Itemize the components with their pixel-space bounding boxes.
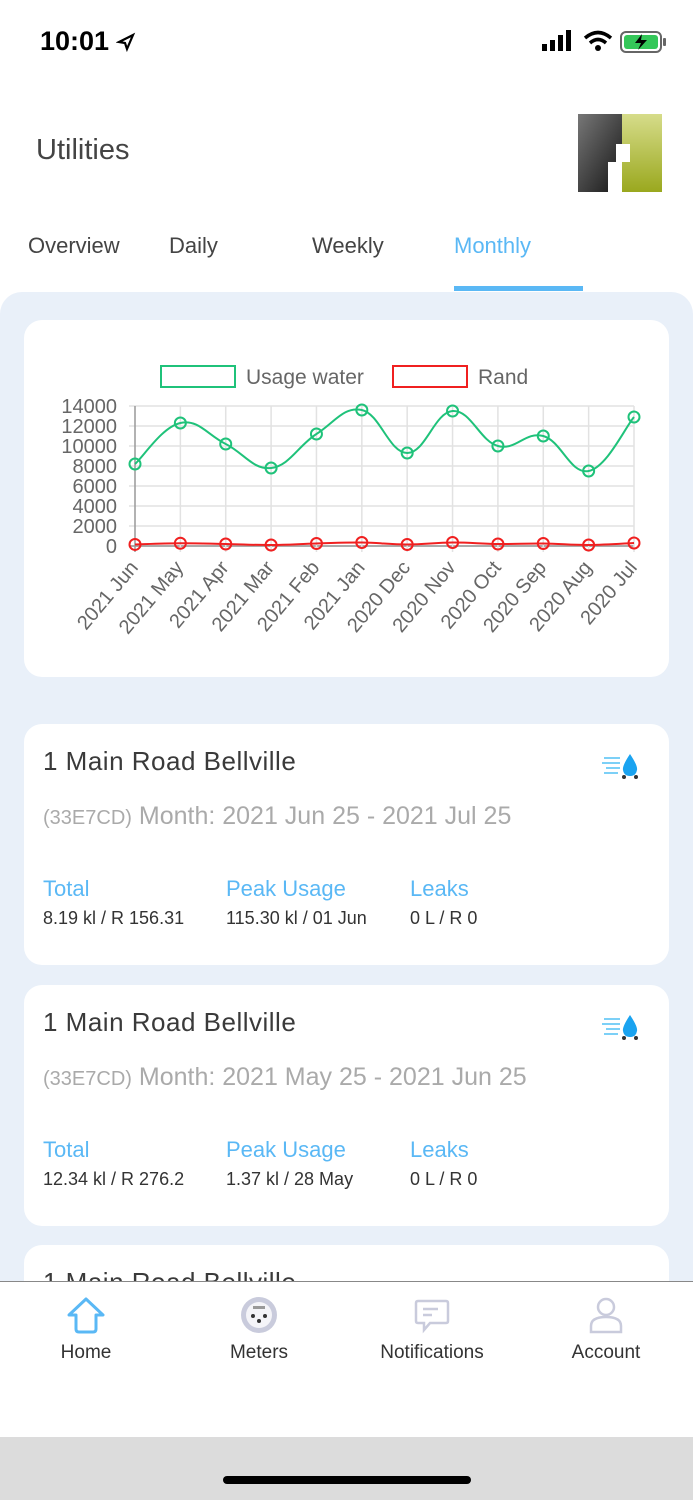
- peak-label: Peak Usage: [226, 1137, 346, 1162]
- home-indicator[interactable]: [223, 1476, 471, 1484]
- data-point: [309, 537, 323, 550]
- bottom-nav: Home Meters Notifications Account: [0, 1281, 693, 1437]
- legend-swatch: [392, 365, 468, 388]
- meter-icon: [241, 1297, 277, 1333]
- y-tick-label: 14000: [61, 396, 117, 418]
- peak-value: 115.30 kl / 01 Jun: [226, 908, 367, 928]
- period-text: Month: 2021 Jun 25 - 2021 Jul 25: [138, 802, 512, 830]
- data-point: [128, 457, 142, 471]
- nav-label: Account: [571, 1342, 641, 1363]
- y-tick-label: 8000: [73, 456, 118, 478]
- data-point: [446, 536, 460, 549]
- legend-label: Rand: [478, 366, 528, 389]
- total-label: Total: [43, 1137, 90, 1162]
- series-line-1: [134, 541, 635, 547]
- card-address: 1 Main Road Bellville: [43, 1007, 297, 1037]
- location-arrow-icon: [116, 32, 136, 52]
- total-value: 12.34 kl / R 276.2: [43, 1169, 185, 1189]
- data-point: [536, 537, 550, 550]
- month-card[interactable]: 1 Main Road Bellville (33E7CD) Month: 20…: [24, 985, 669, 1226]
- data-point: [173, 536, 187, 550]
- nav-label: Notifications: [380, 1342, 484, 1363]
- signal-icon: [542, 30, 571, 51]
- data-point: [309, 427, 323, 441]
- card-period: (33E7CD) Month: 2021 May 25 - 2021 Jun 2…: [43, 1063, 527, 1092]
- card-period: (33E7CD) Month: 2021 Jun 25 - 2021 Jul 2…: [43, 802, 511, 831]
- data-point: [491, 439, 505, 453]
- content-area[interactable]: 0 2000 4000 6000 8000 10000 12000 14000 2021 Jun…: [0, 292, 693, 1282]
- total-label: Total: [43, 876, 90, 901]
- y-tick-label: 10000: [61, 436, 117, 458]
- period-text: Month: 2021 May 25 - 2021 Jun 25: [138, 1063, 527, 1091]
- battery-charging-icon: [620, 31, 666, 53]
- chart-card: 0 2000 4000 6000 8000 10000 12000 14000 2021 Jun…: [24, 320, 669, 677]
- data-point: [128, 537, 142, 551]
- home-indicator-area: [0, 1437, 693, 1500]
- page-title: Utilities: [36, 134, 130, 166]
- leaks-value: 0 L / R 0: [410, 908, 478, 928]
- data-point: [536, 429, 550, 443]
- data-point: [355, 536, 369, 549]
- peak-value: 1.37 kl / 28 May: [226, 1169, 354, 1189]
- data-point: [627, 410, 641, 424]
- data-point: [264, 538, 278, 552]
- tab-overview[interactable]: Overview: [28, 233, 120, 258]
- legend-swatch: [160, 365, 236, 388]
- tab-daily[interactable]: Daily: [169, 233, 218, 258]
- data-point: [355, 403, 369, 417]
- peak-label: Peak Usage: [226, 876, 346, 901]
- water-meter-icon: [602, 1015, 638, 1040]
- chat-icon: [414, 1299, 450, 1334]
- leaks-value: 0 L / R 0: [410, 1169, 478, 1189]
- data-point: [400, 538, 414, 551]
- series-line-0: [134, 408, 635, 473]
- y-tick-label: 6000: [73, 476, 118, 498]
- data-point: [400, 446, 414, 460]
- data-point: [219, 437, 233, 451]
- data-point: [627, 536, 641, 550]
- month-card[interactable]: 1 Main Road Bellville (33E7CD) Month: 20…: [24, 724, 669, 965]
- leaks-label: Leaks: [410, 1137, 469, 1162]
- data-point: [446, 404, 460, 418]
- data-point: [582, 464, 596, 478]
- nav-label: Home: [60, 1342, 112, 1363]
- meter-id: (33E7CD): [43, 1068, 132, 1090]
- month-card[interactable]: 1 Main Road Bellville: [24, 1245, 669, 1282]
- user-icon: [589, 1297, 623, 1334]
- home-icon: [67, 1297, 105, 1334]
- data-point: [264, 461, 278, 475]
- card-address: 1 Main Road Bellville: [43, 746, 297, 776]
- water-meter-icon: [602, 754, 638, 779]
- data-point: [219, 537, 233, 551]
- legend-label: Usage water: [246, 366, 364, 389]
- y-tick-label: 0: [106, 536, 117, 558]
- leaks-label: Leaks: [410, 876, 469, 901]
- y-tick-label: 4000: [73, 496, 118, 518]
- tab-monthly[interactable]: Monthly: [454, 233, 532, 258]
- data-point: [491, 537, 505, 551]
- brand-logo: [578, 114, 662, 192]
- nav-label: Meters: [229, 1342, 289, 1363]
- meter-id: (33E7CD): [43, 807, 132, 829]
- data-point: [582, 538, 596, 552]
- y-tick-label: 12000: [61, 416, 117, 438]
- active-tab-indicator: [454, 286, 583, 291]
- status-time: 10:01: [40, 26, 110, 56]
- wifi-icon: [583, 30, 613, 51]
- y-tick-label: 2000: [73, 516, 118, 538]
- total-value: 8.19 kl / R 156.31: [43, 908, 185, 928]
- card-address: 1 Main Road Bellville: [43, 1267, 297, 1282]
- data-point: [173, 416, 187, 430]
- tab-weekly[interactable]: Weekly: [312, 233, 384, 258]
